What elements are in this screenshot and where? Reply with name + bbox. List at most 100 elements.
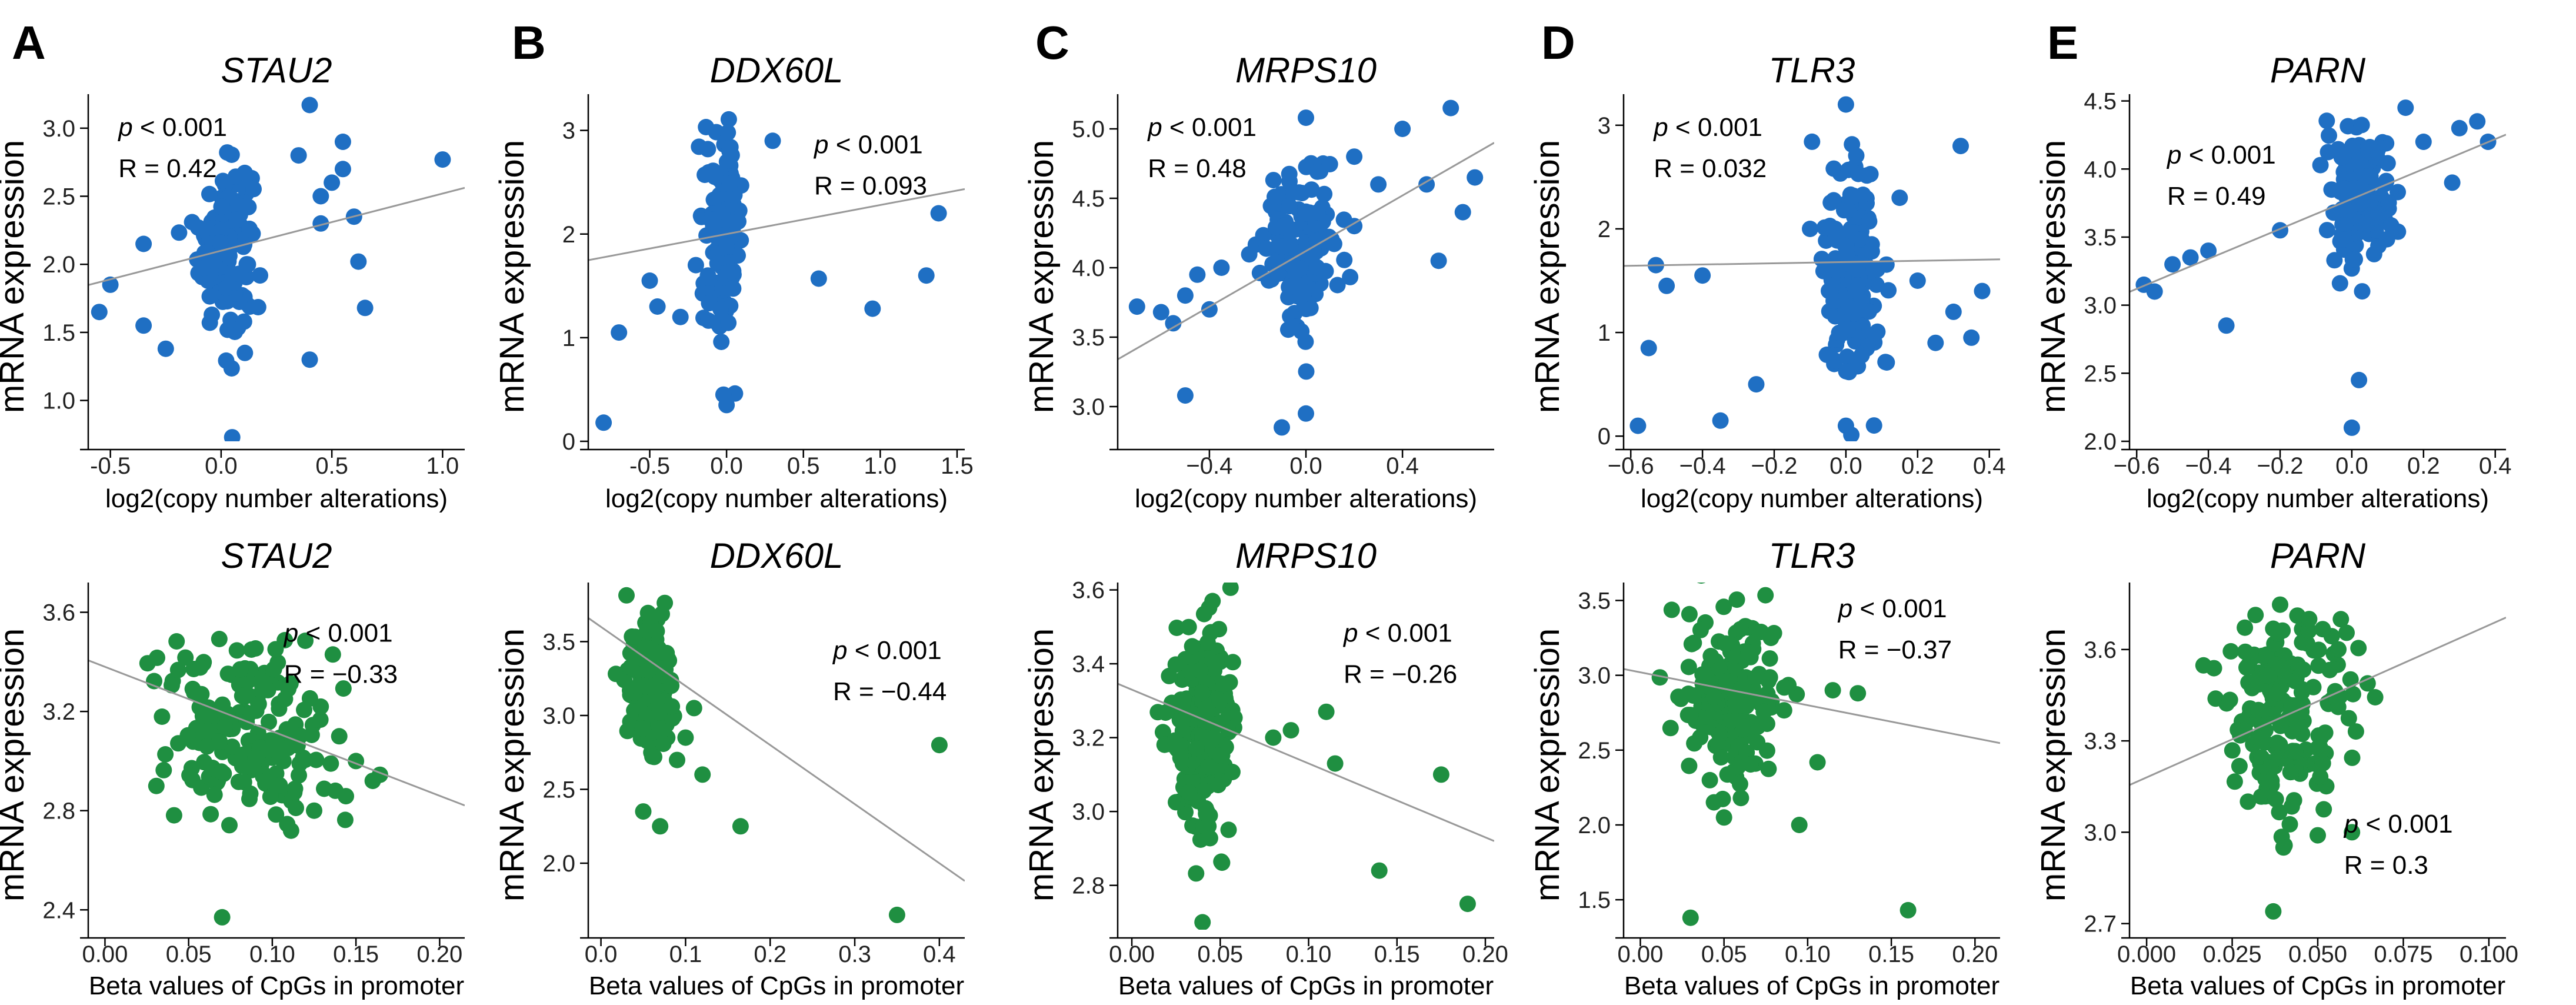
data-point (1817, 219, 1833, 236)
data-point (350, 253, 367, 270)
scatter-points (2135, 99, 2497, 436)
p-value-annotation: p < 0.001 (1652, 113, 1762, 142)
data-point (2351, 371, 2368, 388)
data-point (1171, 711, 1188, 728)
data-point (165, 807, 182, 824)
data-point (1842, 221, 1859, 238)
x-tick-label: 0.05 (1197, 941, 1243, 967)
data-point (149, 649, 165, 666)
data-point (2315, 801, 2332, 818)
data-point (1309, 204, 1326, 221)
data-point (1305, 243, 1322, 260)
data-point (2293, 684, 2310, 701)
data-point (2310, 827, 2326, 844)
data-point (2231, 758, 2248, 774)
x-tick-label: 0.05 (166, 941, 212, 967)
y-tick-label: 3.5 (542, 629, 575, 655)
chart-title: STAU2 (221, 51, 332, 90)
data-point (685, 700, 702, 717)
data-point (1267, 188, 1283, 205)
data-point (1775, 702, 1792, 719)
data-point (1198, 806, 1215, 822)
data-point (1839, 321, 1856, 338)
data-point (1747, 669, 1764, 686)
regression-line (2130, 134, 2506, 293)
data-point (1748, 376, 1765, 393)
x-axis-label: log2(copy number alterations) (605, 484, 948, 513)
data-point (1157, 704, 1174, 721)
x-tick-label: 0.2 (754, 941, 787, 967)
data-point (1342, 268, 1359, 285)
data-point (697, 167, 714, 184)
data-point (1197, 701, 1214, 718)
data-point (2340, 215, 2357, 231)
data-point (2221, 691, 2238, 708)
data-point (219, 144, 236, 161)
data-point (2318, 222, 2335, 239)
x-tick-label: −0.4 (2185, 453, 2232, 479)
chart-ddx60l-methylation: DDX60L 0.0 0.1 0.2 0.3 0.4 2.0 2.5 3.0 3.5 Beta va… (493, 536, 965, 1000)
data-point (271, 777, 288, 794)
data-point (1346, 218, 1363, 235)
y-tick-label: 2.0 (1578, 813, 1611, 838)
y-tick-label: 3.0 (542, 703, 575, 729)
x-tick-label: 1.5 (941, 453, 974, 479)
y-axis-label: mRNA expression (1022, 628, 1061, 901)
data-point (2310, 657, 2327, 674)
data-point (312, 188, 329, 205)
data-point (1430, 252, 1447, 269)
data-point (2354, 283, 2371, 300)
x-tick-label: 0.100 (2460, 941, 2518, 967)
data-point (618, 587, 635, 604)
data-point (250, 695, 267, 713)
data-point (1201, 830, 1218, 847)
x-tick-label: −0.4 (1679, 453, 1726, 479)
data-point (288, 800, 304, 817)
data-point (157, 746, 174, 763)
data-point (888, 906, 905, 923)
data-point (720, 111, 737, 128)
data-point (1701, 771, 1718, 788)
data-point (1848, 147, 1865, 164)
regression-line (588, 188, 965, 261)
data-point (691, 138, 708, 155)
data-point (1849, 685, 1867, 702)
y-axis-label: mRNA expression (493, 628, 531, 901)
data-point (650, 716, 667, 733)
data-point (1682, 707, 1699, 724)
data-point (2332, 611, 2350, 628)
data-point (1213, 259, 1230, 276)
data-point (278, 721, 295, 738)
data-point (1837, 237, 1854, 254)
data-point (2343, 419, 2360, 436)
data-point (2351, 195, 2368, 212)
data-point (1281, 278, 1298, 295)
data-point (224, 738, 241, 756)
data-point (1189, 266, 1206, 283)
data-point (1241, 246, 1258, 263)
data-point (194, 707, 211, 724)
data-point (2397, 99, 2414, 117)
data-point (336, 811, 354, 828)
data-point (2359, 675, 2376, 692)
data-point (644, 748, 661, 765)
x-tick-label: 0.00 (82, 941, 128, 967)
data-point (2146, 283, 2163, 300)
y-tick-label: 1.0 (42, 388, 75, 414)
data-point (2338, 624, 2355, 641)
data-point (2333, 149, 2350, 166)
regression-line (1624, 668, 2000, 744)
p-value-annotation: p < 0.001 (1147, 113, 1257, 142)
data-point (1712, 412, 1729, 429)
data-point (212, 234, 229, 251)
data-point (201, 288, 218, 305)
data-point (1188, 740, 1205, 757)
p-value-annotation: p < 0.001 (283, 618, 393, 647)
data-point (2331, 275, 2348, 292)
data-point (1899, 901, 1917, 919)
data-point (649, 298, 666, 315)
p-value-annotation: p < 0.001 (832, 636, 942, 665)
data-point (1370, 176, 1387, 193)
data-point (2340, 710, 2357, 727)
